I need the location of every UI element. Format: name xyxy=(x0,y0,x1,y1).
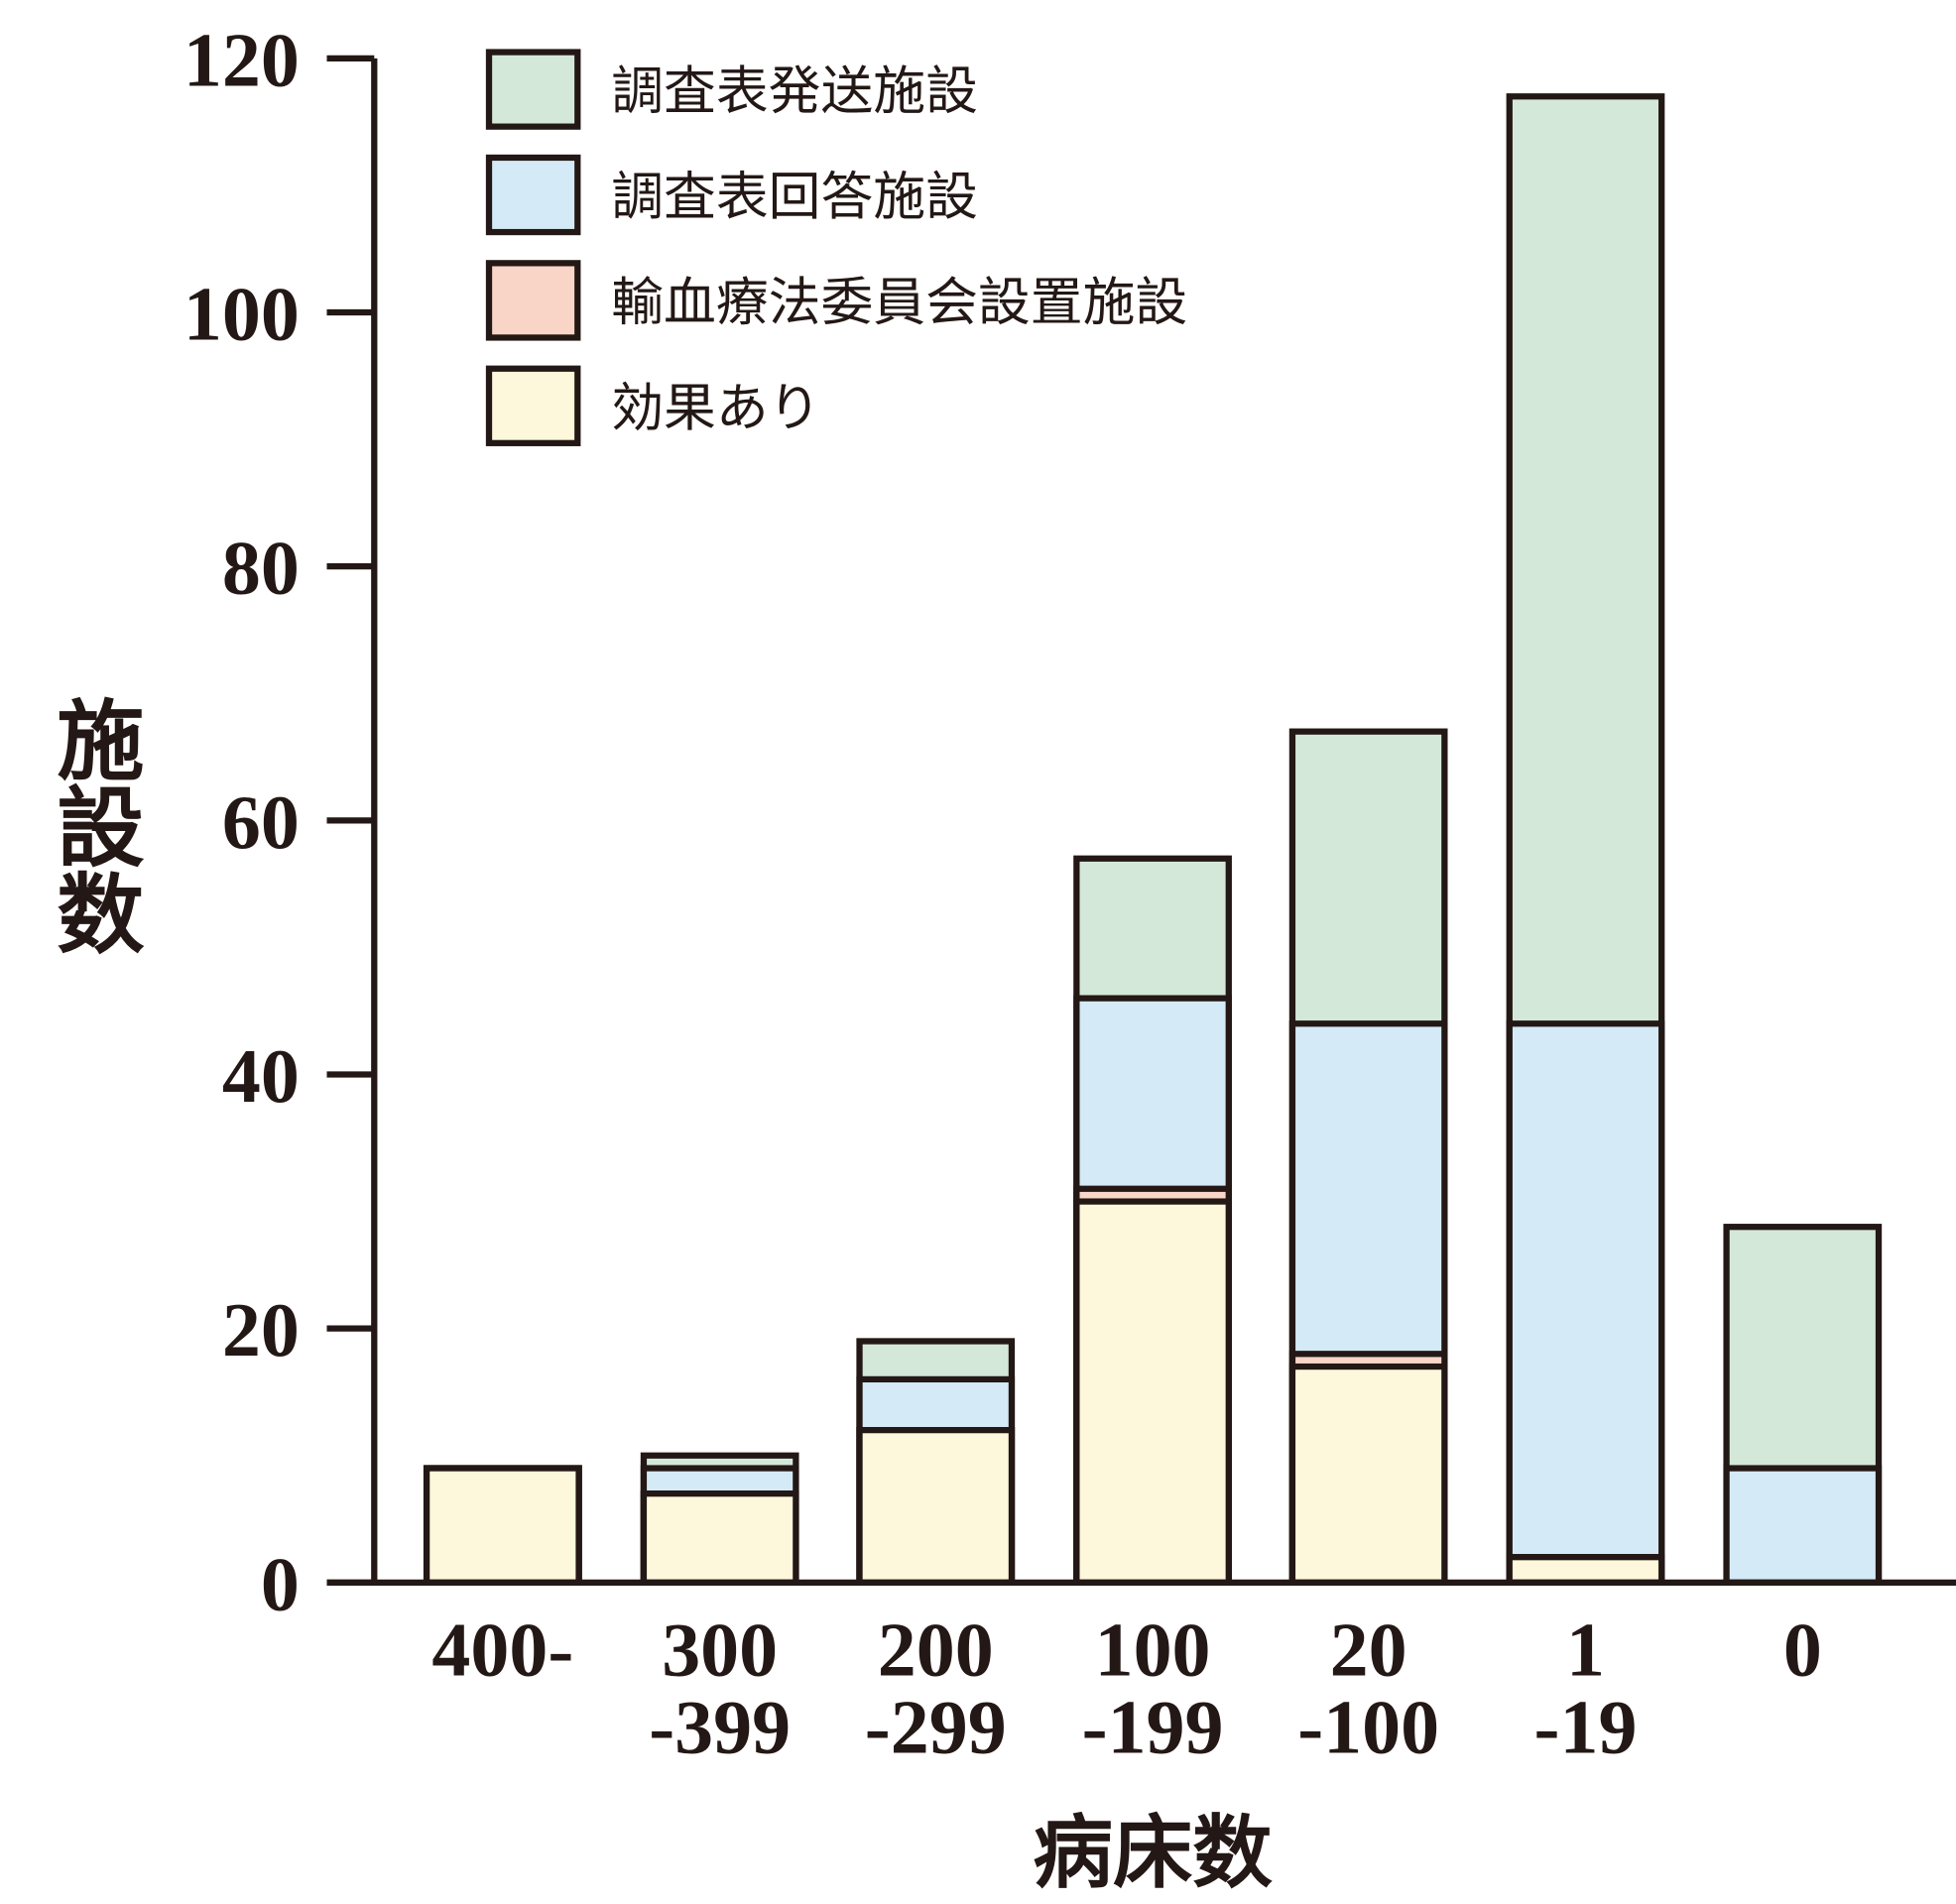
bar xyxy=(1288,1363,1448,1586)
legend-label: 輸血療法委員会設置施設 xyxy=(611,273,1187,333)
y-axis-label: 施設数 xyxy=(43,695,145,956)
legend-label: 調査表回答施設 xyxy=(611,167,978,227)
legend-swatch xyxy=(485,49,581,130)
y-tick-label: 120 xyxy=(183,18,300,103)
bar xyxy=(856,1426,1016,1586)
y-tick-label: 20 xyxy=(222,1287,300,1372)
x-tick-label: 20 -100 xyxy=(1297,1607,1439,1769)
legend-label: 効果あり xyxy=(611,378,820,438)
legend-label: 調査表発送施設 xyxy=(611,61,978,122)
bar xyxy=(640,1490,799,1586)
y-tick-label: 100 xyxy=(183,272,300,357)
bar xyxy=(1073,1198,1232,1586)
bar xyxy=(423,1465,582,1586)
bar xyxy=(1723,1465,1883,1586)
y-tick-label: 40 xyxy=(222,1033,300,1119)
x-tick-label: 400- xyxy=(431,1607,573,1693)
legend-swatch xyxy=(485,260,581,341)
legend-swatch xyxy=(485,154,581,236)
x-tick-label: 1 -19 xyxy=(1534,1607,1638,1769)
legend-swatch xyxy=(485,365,581,446)
bar xyxy=(1506,1020,1665,1586)
y-tick-label: 80 xyxy=(222,526,300,611)
x-tick-label: 0 xyxy=(1783,1607,1822,1693)
bar xyxy=(1506,1554,1665,1586)
x-tick-label: 100 -199 xyxy=(1082,1607,1224,1769)
y-tick-label: 60 xyxy=(222,779,300,865)
x-tick-label: 200 -299 xyxy=(865,1607,1007,1769)
x-axis-label: 病床数 xyxy=(1033,1806,1273,1899)
y-tick-label: 0 xyxy=(261,1542,300,1627)
x-tick-label: 300 -399 xyxy=(649,1607,791,1769)
